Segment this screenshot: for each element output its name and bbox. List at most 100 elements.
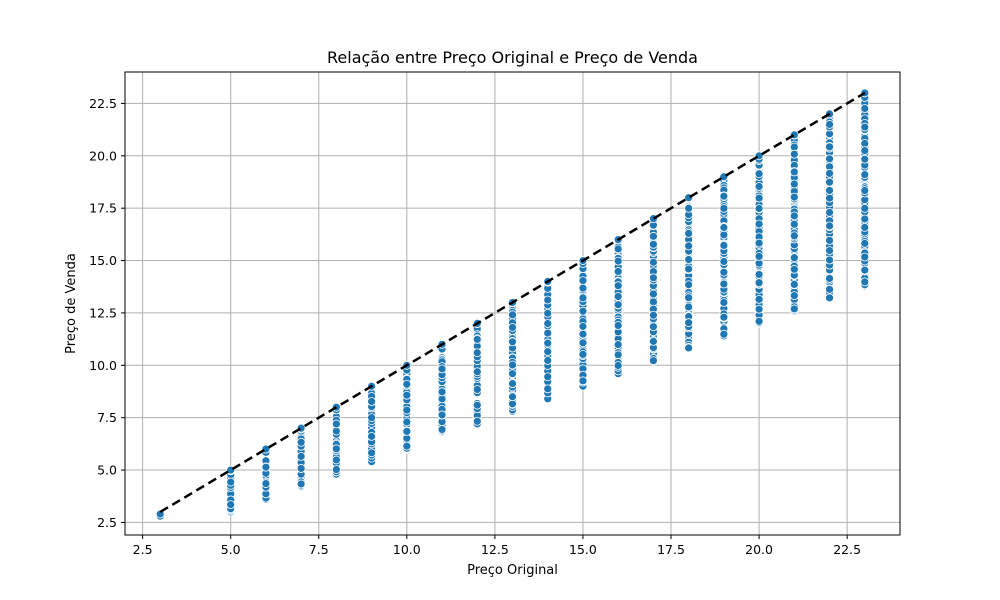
data-point: [825, 193, 834, 203]
data-point: [578, 276, 588, 286]
data-point: [754, 238, 764, 248]
x-axis-label: Preço Original: [467, 563, 558, 578]
data-point: [543, 372, 553, 382]
data-point: [578, 338, 588, 348]
data-point: [508, 379, 517, 388]
data-point: [543, 347, 553, 357]
data-point: [789, 264, 799, 274]
data-point: [613, 256, 623, 266]
data-point: [578, 321, 588, 331]
data-point: [754, 219, 764, 229]
data-point: [719, 312, 729, 322]
data-point: [860, 138, 870, 148]
data-point: [789, 167, 799, 177]
data-point: [825, 120, 834, 129]
data-point: [789, 253, 799, 263]
data-point: [649, 356, 658, 366]
data-point: [719, 223, 729, 232]
data-point: [860, 204, 870, 213]
data-point: [825, 177, 834, 187]
y-tick-label: 10.0: [89, 358, 117, 373]
data-point: [754, 278, 764, 288]
data-point: [613, 321, 623, 330]
data-point: [825, 168, 834, 178]
data-point: [402, 390, 412, 400]
y-tick-label: 17.5: [89, 201, 117, 216]
data-point: [437, 387, 447, 397]
x-tick-label: 22.5: [833, 542, 861, 557]
data-point: [578, 283, 588, 293]
data-point: [649, 289, 658, 299]
data-point: [684, 343, 694, 353]
data-point: [719, 279, 729, 289]
data-point: [825, 236, 834, 245]
data-point: [472, 367, 482, 377]
x-tick-label: 2.5: [133, 542, 153, 557]
x-tick-label: 20.0: [745, 542, 773, 557]
data-point: [613, 267, 623, 276]
data-point: [789, 219, 799, 229]
data-point: [860, 170, 870, 180]
data-point: [578, 329, 588, 339]
data-point: [789, 149, 799, 159]
y-tick-label: 22.5: [89, 96, 117, 111]
data-point: [296, 437, 306, 447]
data-point: [860, 186, 870, 195]
data-point: [543, 356, 553, 365]
data-point: [578, 306, 588, 316]
data-point: [261, 479, 271, 488]
data-point: [825, 186, 834, 195]
data-point: [472, 334, 482, 344]
data-point: [719, 267, 729, 277]
data-point: [719, 241, 729, 250]
data-point: [684, 293, 694, 303]
data-point: [684, 241, 694, 251]
data-point: [860, 252, 870, 262]
x-tick-label: 12.5: [481, 542, 509, 557]
y-tick-label: 15.0: [89, 253, 117, 268]
data-point: [825, 142, 834, 152]
reference-line-group: [159, 91, 866, 514]
data-point: [261, 462, 271, 472]
data-point: [296, 451, 306, 461]
data-point: [860, 154, 870, 164]
data-point: [789, 304, 799, 314]
data-points: [155, 88, 870, 521]
data-point: [719, 257, 729, 266]
data-point: [613, 292, 623, 301]
data-point: [649, 273, 658, 283]
data-point: [684, 280, 694, 290]
data-point: [613, 340, 623, 349]
data-point: [472, 348, 482, 358]
data-point: [331, 465, 341, 474]
data-point: [331, 419, 341, 429]
data-point: [825, 293, 834, 303]
data-point: [860, 122, 870, 132]
data-point: [543, 308, 553, 318]
data-point: [649, 297, 658, 307]
data-point: [402, 379, 412, 389]
data-point: [543, 384, 553, 394]
data-point: [402, 426, 412, 436]
data-point: [649, 310, 658, 320]
y-tick-label: 2.5: [97, 515, 117, 530]
data-point: [649, 336, 658, 346]
data-point: [613, 281, 623, 291]
data-point: [508, 360, 517, 370]
data-point: [508, 369, 517, 379]
data-point: [331, 444, 341, 454]
data-point: [543, 328, 553, 338]
plot-area-frame: [124, 71, 901, 536]
data-point: [860, 277, 870, 287]
data-point: [578, 349, 588, 359]
data-point: [825, 208, 834, 217]
data-point: [684, 229, 694, 238]
data-point: [613, 244, 623, 254]
data-point: [825, 246, 834, 255]
data-point: [684, 255, 694, 264]
data-point: [437, 425, 447, 434]
data-point: [613, 300, 623, 310]
data-point: [296, 464, 306, 473]
data-point: [367, 413, 376, 423]
